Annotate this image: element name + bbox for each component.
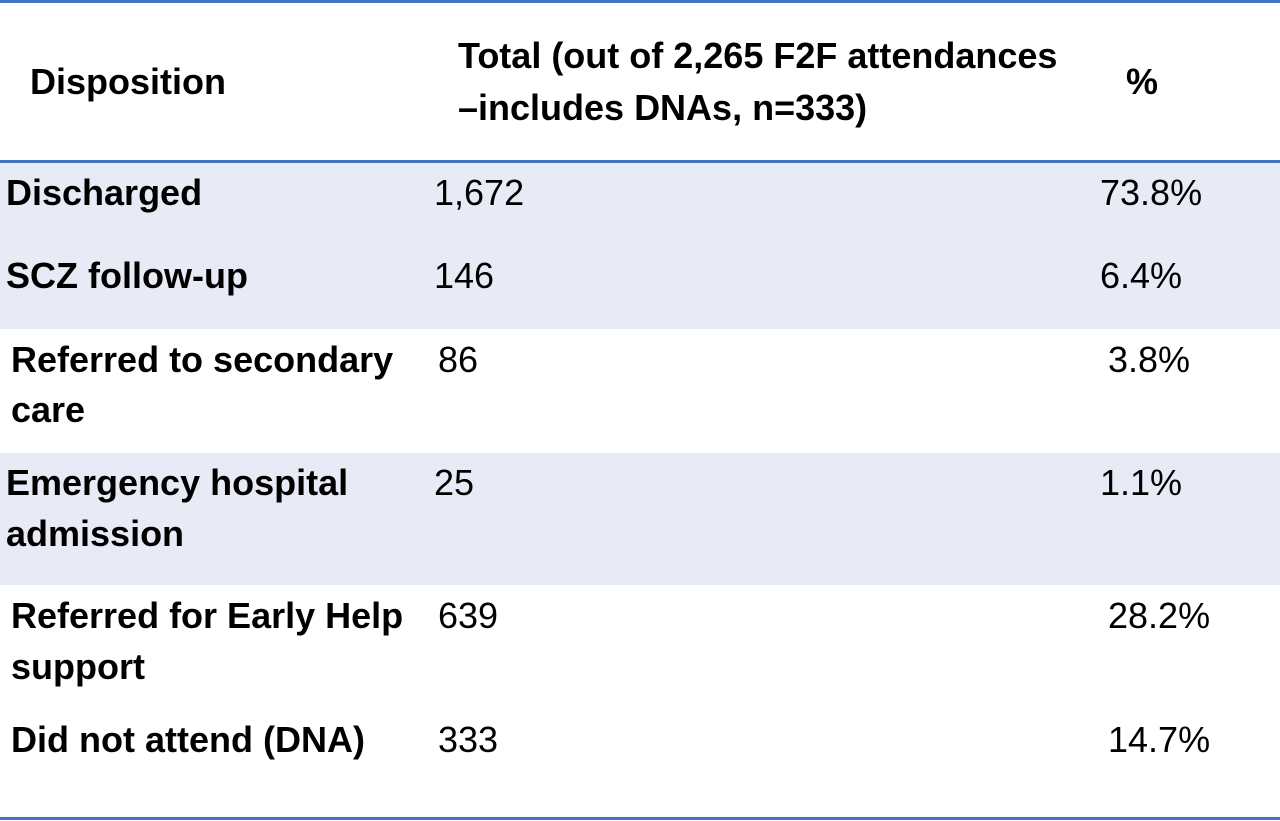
row-total: 86 — [438, 339, 479, 380]
row-percent: 3.8% — [1108, 339, 1191, 380]
header-total-line1: Total (out of 2,265 F2F attendances — [458, 35, 1058, 76]
row-total: 146 — [434, 255, 495, 296]
row-label: Referred for Early Help — [11, 595, 404, 636]
row-total: 1,672 — [434, 172, 525, 213]
header-rule — [0, 160, 1280, 163]
row-label: SCZ follow-up — [6, 255, 248, 296]
row-percent: 1.1% — [1100, 462, 1183, 503]
row-label: Emergency hospital — [6, 462, 349, 503]
row-band-1 — [0, 163, 1280, 329]
header-disposition: Disposition — [30, 61, 226, 102]
table-top-rule — [0, 0, 1280, 3]
row-label-continued: care — [11, 389, 86, 430]
header-total-line2: –includes DNAs, n=333) — [458, 87, 868, 128]
row-total: 639 — [438, 595, 499, 636]
row-band-2 — [0, 453, 1280, 585]
row-label-continued: support — [11, 646, 145, 687]
row-percent: 73.8% — [1100, 172, 1203, 213]
row-total: 333 — [438, 719, 499, 760]
row-label: Discharged — [6, 172, 203, 213]
row-label: Referred to secondary — [11, 339, 394, 380]
row-percent: 14.7% — [1108, 719, 1211, 760]
header-percent: % — [1126, 61, 1159, 102]
row-label: Did not attend (DNA) — [11, 719, 365, 760]
row-percent: 6.4% — [1100, 255, 1183, 296]
row-label-continued: admission — [6, 513, 185, 554]
row-total: 25 — [434, 462, 475, 503]
table-bottom-rule — [0, 817, 1280, 820]
row-percent: 28.2% — [1108, 595, 1211, 636]
